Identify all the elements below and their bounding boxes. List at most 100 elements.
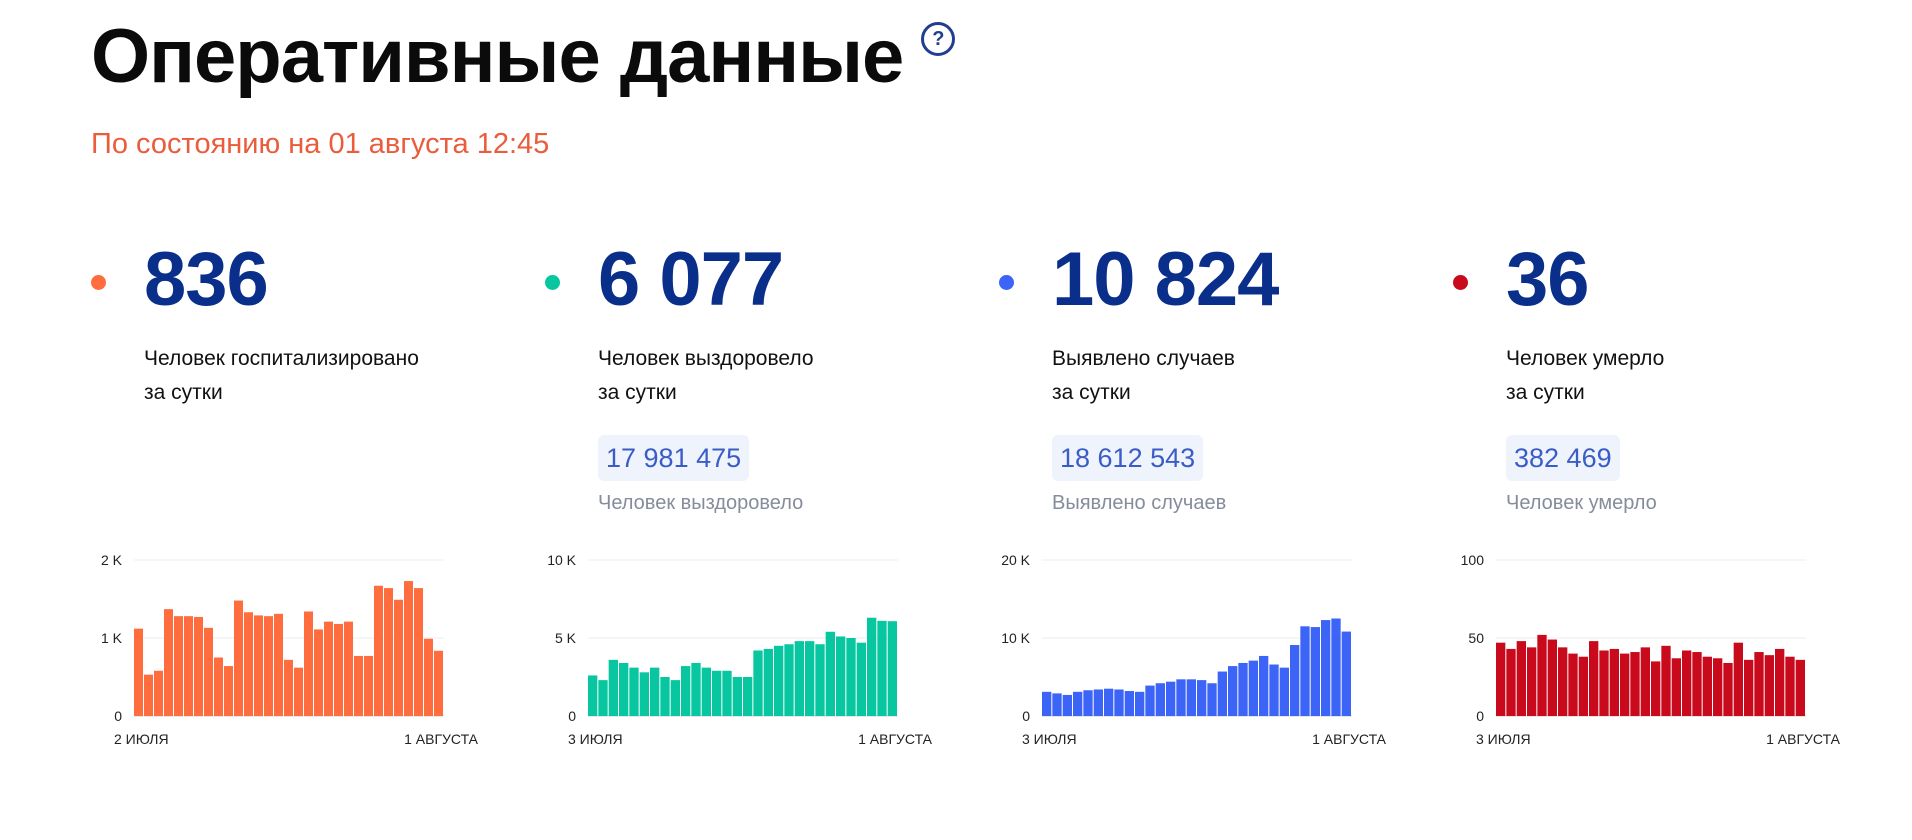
bar <box>394 599 403 716</box>
bar <box>1145 685 1155 716</box>
bar <box>1155 683 1165 716</box>
description-line: Человек госпитализировано <box>144 347 419 370</box>
bar <box>1609 648 1619 716</box>
stat-card-recovered: 6 077 Человек выздоровело за сутки 17 98… <box>545 230 997 790</box>
bar <box>887 621 897 716</box>
bar <box>629 667 639 716</box>
bar <box>691 662 701 716</box>
bar <box>1248 660 1258 716</box>
total-label: Человек выздоровело <box>598 492 804 514</box>
bar <box>815 644 825 716</box>
bar <box>846 638 856 716</box>
bar <box>1114 689 1124 716</box>
bar <box>836 636 846 716</box>
description-line: за сутки <box>1052 381 1131 404</box>
bar <box>264 616 273 716</box>
bar <box>224 666 233 716</box>
x-tick-label-start: 3 ИЮЛЯ <box>568 731 623 747</box>
bar <box>867 617 877 716</box>
bar <box>712 670 722 716</box>
bar <box>1537 634 1547 716</box>
bar <box>619 662 629 716</box>
description-line: Человек выздоровело <box>598 347 814 370</box>
bar <box>414 588 423 716</box>
bar <box>763 648 773 716</box>
bar <box>384 588 393 716</box>
series-color-dot <box>91 275 106 290</box>
bar <box>1135 691 1145 716</box>
bar <box>1186 679 1196 716</box>
bar <box>1713 658 1723 716</box>
total-label: Выявлено случаев <box>1052 492 1227 514</box>
bar <box>144 674 153 716</box>
help-icon[interactable]: ? <box>921 22 956 56</box>
status-timestamp: По состоянию на 01 августа 12:45 <box>91 128 550 160</box>
bar <box>314 629 323 716</box>
y-tick-label: 50 <box>1468 630 1484 646</box>
bar <box>204 627 213 716</box>
bar <box>1321 620 1331 716</box>
bar <box>1620 653 1630 716</box>
daily-description: Человек госпитализировано за сутки <box>144 342 524 410</box>
bar <box>1279 667 1289 716</box>
total-label: Человек умерло <box>1506 492 1657 514</box>
bar <box>1176 679 1186 716</box>
y-tick-label: 100 <box>1461 552 1485 568</box>
bar <box>1702 656 1712 716</box>
total-value: 382 469 <box>1506 435 1620 481</box>
daily-description: Человек умерло за сутки <box>1506 342 1886 410</box>
bar <box>1589 641 1599 716</box>
bar <box>274 613 283 716</box>
bar <box>284 659 293 716</box>
x-tick-label-end: 1 АВГУСТА <box>404 731 479 747</box>
bar <box>1630 652 1640 716</box>
daily-description: Человек выздоровело за сутки <box>598 342 978 410</box>
bar <box>805 641 815 716</box>
bar <box>1042 691 1052 716</box>
description-line: за сутки <box>144 381 223 404</box>
daily-value: 10 824 <box>1052 237 1279 322</box>
bar <box>1083 690 1093 716</box>
bar <box>184 616 193 716</box>
description-line: за сутки <box>1506 381 1585 404</box>
bar <box>1558 647 1568 716</box>
bar <box>1568 653 1578 716</box>
bar <box>670 680 680 716</box>
chart-cases: 0 10 K 20 K 3 ИЮЛЯ 1 АВГУСТА <box>1001 552 1387 747</box>
bar <box>1764 655 1774 716</box>
y-tick-label: 10 K <box>1001 630 1030 646</box>
bar <box>1733 642 1743 716</box>
bar <box>608 659 618 716</box>
series-color-dot <box>1453 275 1468 290</box>
stat-card-deaths: 36 Человек умерло за сутки 382 469 Челов… <box>1453 230 1905 790</box>
bar <box>1682 650 1692 716</box>
bar <box>794 641 804 716</box>
x-tick-label-start: 2 ИЮЛЯ <box>114 731 169 747</box>
bar <box>1341 631 1351 716</box>
bar <box>1723 662 1733 716</box>
bar <box>1073 691 1083 716</box>
bar <box>701 667 711 716</box>
bar <box>194 616 203 716</box>
chart-recovered: 0 5 K 10 K 3 ИЮЛЯ 1 АВГУСТА <box>547 552 932 747</box>
stat-card-cases: 10 824 Выявлено случаев за сутки 18 612 … <box>999 230 1451 790</box>
total-value: 18 612 543 <box>1052 435 1204 481</box>
chart-hospitalized: 0 1 K 2 K 2 ИЮЛЯ 1 АВГУСТА <box>101 552 479 747</box>
bar <box>1547 639 1557 716</box>
bar <box>1754 652 1764 716</box>
bar <box>639 672 649 716</box>
bar <box>1671 658 1681 716</box>
x-tick-label-end: 1 АВГУСТА <box>1312 731 1387 747</box>
bar <box>732 677 742 716</box>
bar <box>598 680 608 716</box>
page-title: Оперативные данные <box>91 14 904 99</box>
bar <box>1197 680 1207 716</box>
bar <box>1527 647 1537 716</box>
y-tick-label: 1 K <box>101 630 123 646</box>
bar <box>1062 694 1072 716</box>
bar <box>1516 641 1526 716</box>
bar <box>334 623 343 716</box>
bar <box>1640 647 1650 716</box>
bar <box>344 621 353 716</box>
x-tick-label-start: 3 ИЮЛЯ <box>1022 731 1077 747</box>
